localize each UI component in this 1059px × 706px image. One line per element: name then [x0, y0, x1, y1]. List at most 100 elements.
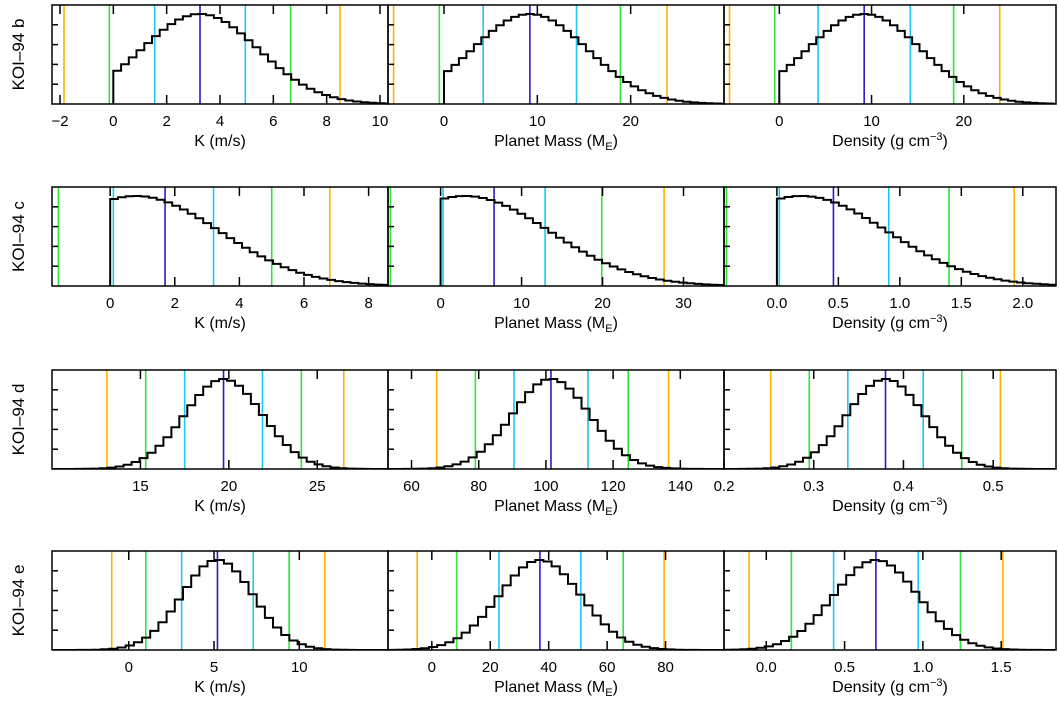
x-tick-label: 1.0 [889, 295, 910, 312]
x-axis-label: Density (g cm−3) [832, 131, 948, 150]
x-tick-label: 10 [291, 659, 308, 676]
x-tick-label: 0.3 [803, 478, 824, 495]
x-tick-label: 20 [594, 295, 611, 312]
x-tick-label: 2 [171, 295, 179, 312]
histogram-step-line [724, 378, 1056, 469]
x-tick-label: 20 [955, 113, 972, 130]
x-tick-label: 60 [403, 478, 420, 495]
x-tick-label: 0 [428, 659, 436, 676]
x-tick-label: 40 [540, 659, 557, 676]
x-tick-label: 0 [440, 113, 448, 130]
x-tick-label: 6 [300, 295, 308, 312]
x-tick-label: 0 [109, 113, 117, 130]
x-tick-label: 0.0 [766, 295, 787, 312]
x-tick-label: 2 [162, 113, 170, 130]
x-tick-label: 0 [775, 113, 783, 130]
histogram-panel: 0.0 0.5 1.0 1.5 Density (g cm−3) [723, 550, 1057, 696]
x-tick-label: 100 [533, 478, 558, 495]
x-axis-label: K (m/s) [194, 133, 246, 150]
x-tick-label: 25 [309, 478, 326, 495]
x-tick-label: 6 [269, 113, 277, 130]
x-axis-label: Planet Mass (ME) [494, 679, 618, 699]
panel-frame [723, 550, 1057, 651]
x-tick-label: 80 [657, 659, 674, 676]
histogram-step-line [388, 559, 724, 650]
histogram-step-line [388, 378, 724, 469]
histogram-panel: 0 20 40 60 80 Planet Mass (ME) [387, 550, 725, 699]
x-tick-label: 20 [220, 478, 237, 495]
histogram-step-line [778, 13, 1056, 104]
x-tick-label: 8 [364, 295, 372, 312]
histogram-panel: 0 10 20 Density (g cm−3) [723, 4, 1057, 150]
x-tick-label: 0.5 [828, 295, 849, 312]
histogram-step-line [724, 559, 1056, 650]
histogram-panel: 0.0 0.5 1.0 1.5 2.0 Density (g cm−3) [723, 186, 1057, 332]
panel-frame [51, 369, 389, 470]
x-axis-label: Density (g cm−3) [832, 313, 948, 332]
x-tick-label: 0.4 [893, 478, 914, 495]
histogram-step-line [775, 195, 1056, 286]
x-axis-label: Planet Mass (ME) [494, 315, 618, 335]
x-tick-label: 60 [599, 659, 616, 676]
histogram-step-line [52, 559, 388, 650]
x-tick-label: 10 [513, 295, 530, 312]
histogram-panel: 0 10 20 30 Planet Mass (ME) [387, 186, 725, 335]
x-tick-label: 0 [125, 659, 133, 676]
x-axis-label: K (m/s) [194, 498, 246, 515]
panel-frame [387, 369, 725, 470]
histogram-panel: 0 5 10 K (m/s) [51, 550, 389, 696]
histogram-panel: −2 0 2 4 6 8 10 K (m/s) [51, 4, 389, 150]
x-tick-label: 0 [106, 295, 114, 312]
x-tick-label: 0.2 [714, 478, 735, 495]
x-tick-label: 80 [470, 478, 487, 495]
row-label: KOI–94 e [9, 565, 28, 637]
histogram-step-line [109, 195, 388, 286]
x-tick-label: 2.0 [1012, 295, 1033, 312]
x-tick-label: −2 [51, 113, 68, 130]
x-tick-label: 10 [372, 113, 389, 130]
histogram-step-line [443, 13, 724, 104]
x-tick-label: 15 [132, 478, 149, 495]
x-tick-label: 120 [601, 478, 626, 495]
row-label: KOI–94 c [9, 201, 28, 272]
row-label: KOI–94 b [9, 19, 28, 91]
x-tick-label: 0.0 [756, 659, 777, 676]
x-tick-label: 0.5 [834, 659, 855, 676]
histogram-step-line [112, 13, 388, 104]
x-axis-label: K (m/s) [194, 679, 246, 696]
x-tick-label: 10 [863, 113, 880, 130]
row-label: KOI–94 d [9, 384, 28, 456]
x-tick-label: 10 [529, 113, 546, 130]
x-tick-label: 1.5 [951, 295, 972, 312]
x-tick-label: 20 [622, 113, 639, 130]
panel-frame [723, 186, 1057, 287]
x-tick-label: 4 [216, 113, 224, 130]
x-axis-label: K (m/s) [194, 315, 246, 332]
histogram-step-line [439, 195, 724, 286]
panel-frame [51, 4, 389, 105]
x-tick-label: 0.5 [983, 478, 1004, 495]
x-tick-label: 1.5 [991, 659, 1012, 676]
histogram-panel: 15 20 25 K (m/s) [51, 369, 389, 515]
x-tick-label: 5 [210, 659, 218, 676]
histogram-panel: 0.2 0.3 0.4 0.5 Density (g cm−3) [714, 369, 1057, 515]
panel-frame [51, 550, 389, 651]
histogram-panel: 60 80 100 120 140 Planet Mass (ME) [387, 369, 725, 518]
x-axis-label: Density (g cm−3) [832, 677, 948, 696]
x-tick-label: 0 [436, 295, 444, 312]
x-tick-label: 30 [675, 295, 692, 312]
x-tick-label: 140 [668, 478, 693, 495]
panel-frame [51, 186, 389, 287]
panel-frame [723, 4, 1057, 105]
panel-frame [723, 369, 1057, 470]
x-tick-label: 4 [235, 295, 243, 312]
histogram-panel: 0 2 4 6 8 K (m/s) [51, 186, 389, 332]
x-tick-label: 1.0 [912, 659, 933, 676]
histogram-step-line [52, 378, 388, 469]
x-tick-label: 8 [322, 113, 330, 130]
x-axis-label: Planet Mass (ME) [494, 498, 618, 518]
x-axis-label: Density (g cm−3) [832, 496, 948, 515]
